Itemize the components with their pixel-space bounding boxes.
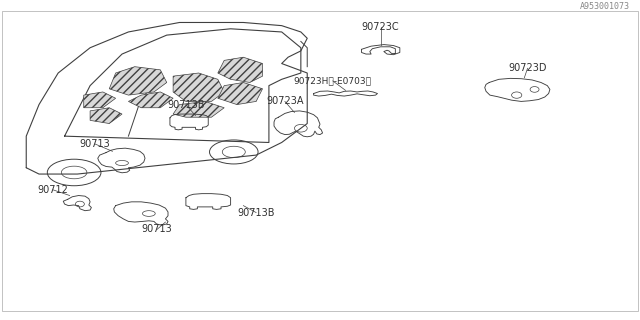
- Text: 90713B: 90713B: [237, 208, 275, 218]
- Polygon shape: [84, 92, 116, 108]
- Polygon shape: [129, 92, 173, 108]
- Text: 90713B: 90713B: [167, 100, 205, 109]
- Text: A953001073: A953001073: [580, 3, 630, 12]
- Text: 90723C: 90723C: [362, 22, 399, 32]
- Text: 90723H（-E0703）: 90723H（-E0703）: [294, 76, 372, 85]
- Polygon shape: [90, 108, 122, 124]
- Text: 90712: 90712: [38, 185, 68, 195]
- Text: 90723A: 90723A: [266, 96, 303, 107]
- Text: 90713: 90713: [142, 224, 173, 234]
- Polygon shape: [218, 57, 262, 83]
- Text: 90713: 90713: [80, 139, 111, 149]
- Text: 90723D: 90723D: [508, 63, 547, 73]
- Polygon shape: [218, 83, 262, 105]
- Polygon shape: [173, 101, 224, 117]
- Polygon shape: [173, 73, 224, 101]
- Polygon shape: [109, 67, 167, 95]
